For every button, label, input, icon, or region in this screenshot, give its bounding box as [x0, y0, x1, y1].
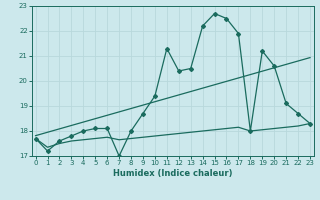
X-axis label: Humidex (Indice chaleur): Humidex (Indice chaleur): [113, 169, 233, 178]
